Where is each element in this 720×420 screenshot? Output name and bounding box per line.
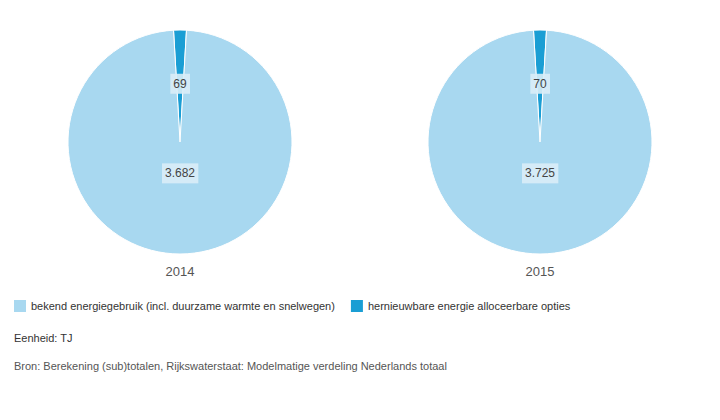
pie-title: 2014 xyxy=(166,264,195,279)
data-label-group: 69 xyxy=(170,74,190,94)
chart: 69 3.682 2014 70 3.725 2015 bekend energiegebr… xyxy=(0,0,720,420)
pie-slice xyxy=(68,30,292,254)
legend-label: bekend energiegebruik (incl. duurzame wa… xyxy=(31,300,335,312)
annotation: Eenheid: TJ xyxy=(14,332,73,344)
pie: 70 3.725 2015 xyxy=(428,30,652,279)
pie-slice xyxy=(428,30,652,254)
data-label-box xyxy=(530,74,550,94)
pie-title: 2015 xyxy=(526,264,555,279)
annotation: Bron: Berekening (sub)totalen, Rijkswate… xyxy=(14,360,447,372)
legend-label: hernieuwbare energie alloceerbare opties xyxy=(368,300,571,312)
data-label: 3.725 xyxy=(525,166,555,180)
data-label-group: 70 xyxy=(530,74,550,94)
data-label: 70 xyxy=(533,77,547,91)
legend: bekend energiegebruik (incl. duurzame wa… xyxy=(14,300,571,312)
data-label: 3.682 xyxy=(165,166,195,180)
pie: 69 3.682 2014 xyxy=(68,30,292,279)
data-label-box xyxy=(162,163,198,183)
data-label-group: 3.682 xyxy=(162,163,198,183)
data-label-box xyxy=(170,74,190,94)
data-label-group: 3.725 xyxy=(522,163,558,183)
legend-swatch xyxy=(351,300,363,312)
legend-swatch xyxy=(14,300,26,312)
data-label: 69 xyxy=(173,77,187,91)
data-label-box xyxy=(522,163,558,183)
